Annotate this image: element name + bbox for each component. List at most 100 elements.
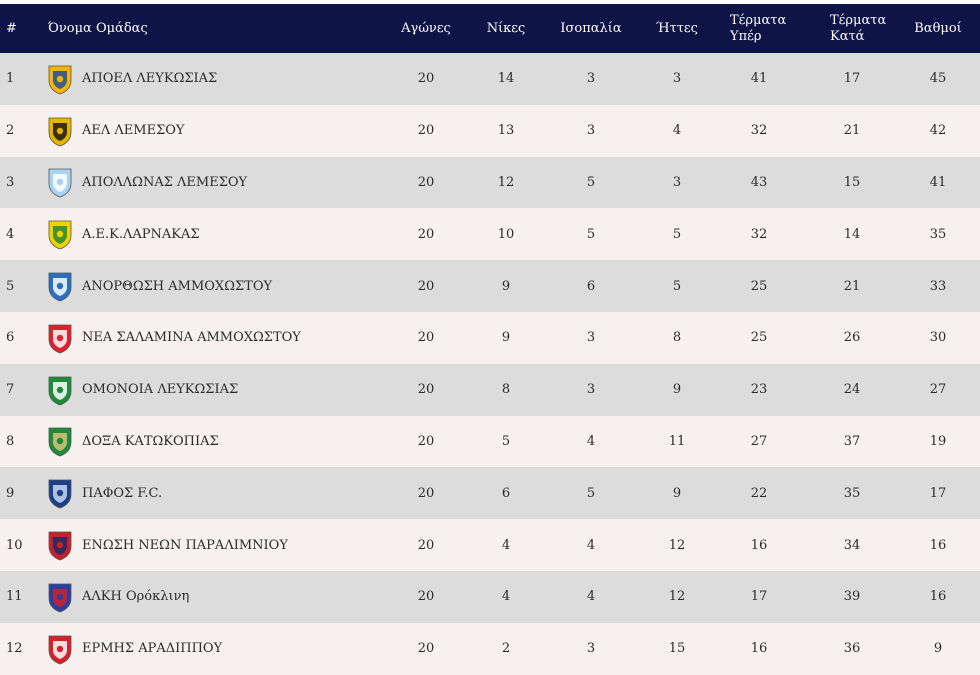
header-goals-against[interactable]: Τέρματα Κατά (808, 4, 896, 53)
cell-wins: 10 (497, 226, 515, 242)
cell-losses: 15 (668, 641, 686, 657)
cell-losses: 5 (672, 226, 682, 242)
cell-points: 27 (929, 382, 947, 398)
cell-points: 16 (929, 537, 947, 553)
cell-points: 42 (929, 123, 947, 139)
cell-wins: 4 (501, 589, 511, 605)
cell-goals-against: 35 (843, 485, 861, 501)
team-name[interactable]: ΔΟΞΑ ΚΑΤΩΚΟΠΙΑΣ (82, 433, 219, 449)
cell-draws: 4 (586, 433, 596, 449)
team-name[interactable]: ΑΛΚΗ Ορόκλινη (82, 589, 190, 605)
cell-position: 8 (6, 433, 15, 449)
table-row[interactable]: 12 ΕΡΜΗΣ ΑΡΑΔΙΠΠΟΥ 20 2 3 15 16 36 9 (0, 622, 980, 675)
header-played[interactable]: Αγώνες (401, 20, 451, 36)
cell-points: 17 (929, 485, 947, 501)
anorthosis-crest-icon (46, 269, 74, 303)
aek-crest-icon (46, 217, 74, 251)
header-goals-for[interactable]: Τέρματα Υπέρ (710, 4, 808, 53)
cell-position: 1 (6, 71, 15, 87)
cell-played: 20 (417, 382, 435, 398)
cell-played: 20 (417, 537, 435, 553)
team-name[interactable]: ΑΠΟΕΛ ΛΕΥΚΩΣΙΑΣ (82, 71, 218, 87)
cell-points: 30 (929, 330, 947, 346)
cell-team: ΑΛΚΗ Ορόκλινη (40, 571, 378, 623)
cell-points: 45 (929, 71, 947, 87)
header-goals-for-line2: Υπέρ (730, 28, 762, 44)
cell-goals-against: 15 (843, 174, 861, 190)
cell-draws: 3 (586, 71, 596, 87)
header-losses[interactable]: Ήττες (656, 20, 698, 36)
cell-played: 20 (417, 589, 435, 605)
team-name[interactable]: ΕΡΜΗΣ ΑΡΑΔΙΠΠΟΥ (82, 641, 223, 657)
team-wrapper: ΑΕΛ ΛΕΜΕΣΟΥ (46, 114, 378, 148)
cell-team: ΝΕΑ ΣΑΛΑΜΙΝΑ ΑΜΜΟΧΩΣΤΟΥ (40, 312, 378, 364)
team-name[interactable]: Α.Ε.Κ.ΛΑΡΝΑΚΑΣ (82, 226, 200, 242)
table-row[interactable]: 10 ΕΝΩΣΗ ΝΕΩΝ ΠΑΡΑΛΙΜΝΙΟΥ 20 4 4 12 16 34 16 (0, 519, 980, 571)
table-row[interactable]: 6 ΝΕΑ ΣΑΛΑΜΙΝΑ ΑΜΜΟΧΩΣΤΟΥ 20 9 3 8 25 26 30 (0, 311, 980, 364)
cell-goals-against: 36 (843, 641, 861, 657)
cell-goals-for: 16 (750, 641, 768, 657)
cell-draws: 5 (586, 174, 596, 190)
table-row[interactable]: 8 ΔΟΞΑ ΚΑΤΩΚΟΠΙΑΣ 20 5 4 11 27 37 19 (0, 415, 980, 468)
cell-position: 12 (6, 641, 23, 657)
cell-position: 11 (6, 589, 23, 605)
header-team-name[interactable]: Όνομα Ομάδας (48, 20, 148, 36)
cell-wins: 5 (501, 433, 511, 449)
cell-points: 16 (929, 589, 947, 605)
team-name[interactable]: ΑΝΟΡΘΩΣΗ ΑΜΜΟΧΩΣΤΟΥ (82, 278, 273, 294)
alki-crest-icon (46, 580, 74, 614)
header-draws[interactable]: Ισοπαλία (560, 20, 622, 36)
top-border (0, 0, 980, 4)
cell-draws: 6 (586, 278, 596, 294)
table-row[interactable]: 11 ΑΛΚΗ Ορόκλινη 20 4 4 12 17 39 16 (0, 570, 980, 623)
table-row[interactable]: 2 ΑΕΛ ΛΕΜΕΣΟΥ 20 13 3 4 32 21 42 (0, 104, 980, 157)
cell-goals-against: 14 (843, 226, 861, 242)
cell-goals-for: 41 (750, 71, 768, 87)
cell-draws: 4 (586, 537, 596, 553)
table-body: 1 ΑΠΟΕΛ ΛΕΥΚΩΣΙΑΣ 20 14 3 3 41 17 45 2 ΑΕΛ ΛΕΜΕΣΟΥ… (0, 53, 980, 675)
header-goals-against-line2: Κατά (830, 28, 865, 44)
team-wrapper: ΑΠΟΕΛ ΛΕΥΚΩΣΙΑΣ (46, 62, 378, 96)
cell-goals-against: 24 (843, 382, 861, 398)
cell-goals-for: 32 (750, 226, 768, 242)
table-row[interactable]: 9 ΠΑΦΟΣ F.C. 20 6 5 9 22 35 17 (0, 467, 980, 520)
team-wrapper: ΝΕΑ ΣΑΛΑΜΙΝΑ ΑΜΜΟΧΩΣΤΟΥ (46, 321, 378, 355)
header-points[interactable]: Βαθμοί (914, 20, 962, 36)
cell-team: ΟΜΟΝΟΙΑ ΛΕΥΚΩΣΙΑΣ (40, 364, 378, 416)
cell-position: 4 (6, 226, 15, 242)
table-row[interactable]: 1 ΑΠΟΕΛ ΛΕΥΚΩΣΙΑΣ 20 14 3 3 41 17 45 (0, 53, 980, 105)
table-row[interactable]: 3 ΑΠΟΛΛΩΝΑΣ ΛΕΜΕΣΟΥ 20 12 5 3 43 15 41 (0, 156, 980, 209)
cell-draws: 3 (586, 641, 596, 657)
cell-played: 20 (417, 641, 435, 657)
cell-team: ΔΟΞΑ ΚΑΤΩΚΟΠΙΑΣ (40, 416, 378, 468)
cell-played: 20 (417, 123, 435, 139)
cell-goals-for: 22 (750, 485, 768, 501)
team-name[interactable]: ΑΕΛ ΛΕΜΕΣΟΥ (82, 123, 185, 139)
table-row[interactable]: 4 Α.Ε.Κ.ΛΑΡΝΑΚΑΣ 20 10 5 5 32 14 35 (0, 208, 980, 261)
table-header: # Όνομα Ομάδας Αγώνες Νίκες Ισοπαλία Ήττ… (0, 4, 980, 53)
team-name[interactable]: ΑΠΟΛΛΩΝΑΣ ΛΕΜΕΣΟΥ (82, 174, 248, 190)
header-wins[interactable]: Νίκες (486, 20, 526, 36)
cell-position: 7 (6, 382, 15, 398)
cell-goals-for: 23 (750, 382, 768, 398)
table-row[interactable]: 5 ΑΝΟΡΘΩΣΗ ΑΜΜΟΧΩΣΤΟΥ 20 9 6 5 25 21 33 (0, 260, 980, 312)
cell-position: 6 (6, 330, 15, 346)
team-name[interactable]: ΟΜΟΝΟΙΑ ΛΕΥΚΩΣΙΑΣ (82, 382, 239, 398)
enp-crest-icon (46, 528, 74, 562)
cell-position: 3 (6, 174, 15, 190)
team-wrapper: ΑΛΚΗ Ορόκλινη (46, 580, 378, 614)
team-name[interactable]: ΠΑΦΟΣ F.C. (82, 485, 163, 501)
cell-losses: 12 (668, 537, 686, 553)
cell-points: 9 (933, 641, 943, 657)
team-name[interactable]: ΝΕΑ ΣΑΛΑΜΙΝΑ ΑΜΜΟΧΩΣΤΟΥ (82, 330, 301, 346)
header-position[interactable]: # (6, 20, 17, 36)
table-row[interactable]: 7 ΟΜΟΝΟΙΑ ΛΕΥΚΩΣΙΑΣ 20 8 3 9 23 24 27 (0, 363, 980, 416)
cell-wins: 9 (501, 278, 511, 294)
cell-team: ΑΠΟΕΛ ΛΕΥΚΩΣΙΑΣ (40, 53, 378, 105)
team-name[interactable]: ΕΝΩΣΗ ΝΕΩΝ ΠΑΡΑΛΙΜΝΙΟΥ (82, 537, 288, 553)
cell-losses: 3 (672, 174, 682, 190)
pafos-crest-icon (46, 476, 74, 510)
team-wrapper: ΟΜΟΝΟΙΑ ΛΕΥΚΩΣΙΑΣ (46, 373, 378, 407)
cell-wins: 2 (501, 641, 511, 657)
cell-team: ΑΕΛ ΛΕΜΕΣΟΥ (40, 105, 378, 157)
